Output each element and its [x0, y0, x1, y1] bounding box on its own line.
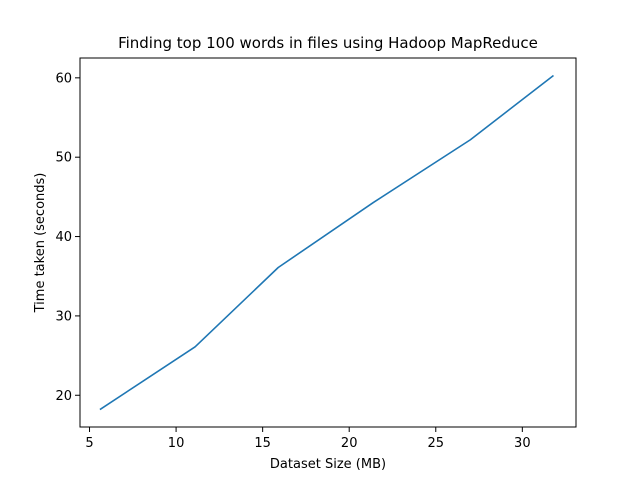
- x-tick-label: 15: [254, 436, 271, 451]
- ticks-layer: 5 10 15 20 25 30 20 30 40 50 60: [55, 71, 530, 451]
- x-tick-label: 30: [514, 436, 531, 451]
- y-tick-label: 60: [55, 71, 72, 86]
- series-layer: [99, 74, 554, 411]
- y-axis-label: Time taken (seconds): [33, 173, 48, 314]
- x-tick-label: 25: [427, 436, 444, 451]
- x-tick-label: 10: [168, 436, 185, 451]
- y-tick-label: 20: [55, 389, 72, 404]
- plot-area-frame: [79, 57, 577, 428]
- x-tick-label: 5: [85, 436, 93, 451]
- y-tick-label: 50: [55, 151, 72, 166]
- x-tick-label: 20: [341, 436, 358, 451]
- x-axis-label: Dataset Size (MB): [270, 457, 386, 472]
- chart-title: Finding top 100 words in files using Had…: [118, 34, 538, 52]
- y-tick-label: 30: [55, 309, 72, 324]
- y-tick-label: 40: [55, 230, 72, 245]
- series-line-0: [99, 74, 554, 411]
